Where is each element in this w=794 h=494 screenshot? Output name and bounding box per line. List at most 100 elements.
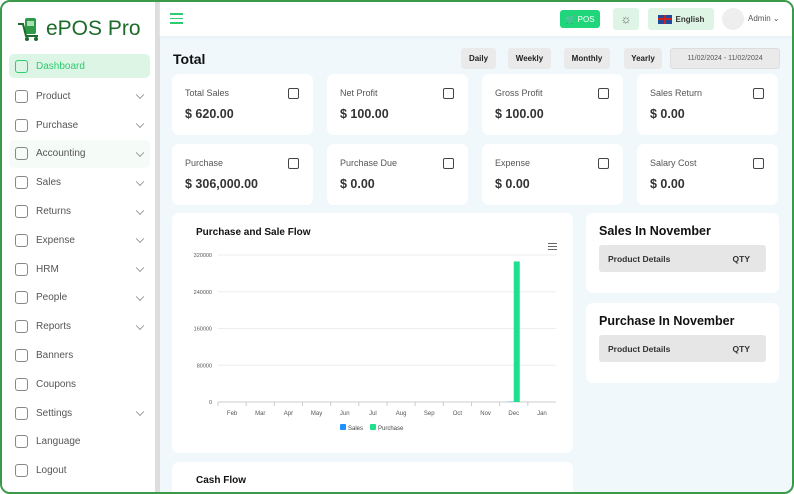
logout-icon: [15, 464, 28, 478]
x-tick-label: Jan: [537, 411, 547, 417]
globe-icon: [15, 435, 28, 449]
hrm-icon: [15, 262, 28, 276]
expense-icon: [15, 233, 28, 247]
chevron-down-icon: [135, 148, 145, 158]
sidebar-item-accounting[interactable]: Accounting: [9, 139, 150, 169]
stat-label: Gross Profit: [495, 88, 543, 98]
sidebar-item-label: People: [36, 292, 68, 304]
stat-card: Expense $ 0.00: [482, 144, 623, 205]
bar-purchase[interactable]: [513, 261, 520, 402]
panel-title: Sales In November: [599, 224, 711, 238]
topbar: 🛒 POS ☼ English Admin ⌄: [160, 2, 792, 36]
app-name: ePOS Pro: [46, 17, 141, 40]
sidebar-item-dashboard[interactable]: Dashboard: [9, 54, 150, 78]
sales-november-panel: Sales In November Product Details QTY: [586, 213, 779, 293]
stat-label: Total Sales: [185, 88, 230, 98]
stat-value: $ 0.00: [650, 107, 685, 121]
sidebar-item-returns[interactable]: Returns: [9, 197, 150, 226]
sidebar-item-reports[interactable]: Reports: [9, 312, 150, 341]
column-header: Product Details: [608, 253, 671, 264]
cart-icon: 🛒: [565, 14, 578, 24]
legend-label[interactable]: Purchase: [378, 426, 404, 432]
sidebar-item-label: Purchase: [36, 119, 79, 131]
sidebar-item-label: Returns: [36, 206, 72, 218]
legend-swatch: [340, 424, 346, 430]
y-tick-label: 0: [209, 400, 212, 406]
bar-chart: 0 80000 160000 240000 320000 Feb Mar Apr May Jun J…: [194, 253, 556, 432]
filter-weekly[interactable]: Weekly: [508, 48, 551, 69]
date-range-input[interactable]: 11/02/2024 - 11/02/2024: [670, 48, 780, 69]
sidebar-item-coupons[interactable]: Coupons: [9, 370, 150, 399]
chevron-down-icon: [135, 263, 145, 273]
stat-label: Purchase: [185, 158, 224, 168]
stat-label: Sales Return: [650, 88, 703, 98]
theme-toggle-button[interactable]: ☼: [613, 8, 639, 30]
sidebar-item-settings[interactable]: Settings: [9, 399, 150, 428]
coupons-icon: [15, 377, 28, 391]
sidebar-item-label: Expense: [36, 234, 75, 246]
table-header: Product Details QTY: [599, 245, 766, 272]
chevron-down-icon: ⌄: [772, 14, 780, 23]
language-select[interactable]: English: [648, 8, 714, 30]
purchase-icon: [15, 118, 28, 132]
chevron-down-icon: [135, 321, 145, 330]
filter-yearly[interactable]: Yearly: [624, 48, 662, 69]
sidebar-scrollbar[interactable]: [155, 2, 160, 492]
sidebar-item-logout[interactable]: Logout: [9, 456, 150, 485]
stat-card: Total Sales $ 620.00: [172, 74, 313, 135]
sidebar-item-sales[interactable]: Sales: [9, 168, 150, 197]
sidebar-item-hrm[interactable]: HRM: [9, 255, 150, 284]
money-bag-icon: [598, 88, 609, 99]
stat-label: Net Profit: [340, 88, 378, 98]
sidebar-item-label: Accounting: [36, 148, 86, 160]
menu-toggle-icon[interactable]: [170, 13, 183, 27]
chevron-down-icon: [135, 292, 145, 302]
sidebar-item-banners[interactable]: Banners: [9, 341, 150, 370]
filter-daily[interactable]: Daily: [461, 48, 496, 69]
sidebar-item-label: Product: [36, 90, 71, 102]
stat-card: Salary Cost $ 0.00: [637, 144, 778, 205]
x-tick-label: Jun: [340, 411, 350, 417]
chevron-down-icon: [135, 119, 145, 129]
x-tick-label: Dec: [508, 411, 519, 417]
stat-value: $ 100.00: [495, 107, 544, 121]
growth-icon: [443, 88, 454, 99]
avatar[interactable]: [722, 8, 744, 30]
stat-label: Purchase Due: [340, 158, 398, 168]
chevron-down-icon: [135, 234, 145, 244]
purchase-november-panel: Purchase In November Product Details QTY: [586, 303, 779, 383]
sidebar-item-people[interactable]: People: [9, 284, 150, 313]
stat-label: Expense: [495, 158, 531, 168]
sales-icon: [15, 176, 28, 190]
chart-title: Purchase and Sale Flow: [196, 227, 311, 238]
chart-menu-icon[interactable]: [548, 243, 557, 250]
sidebar-item-purchase[interactable]: Purchase: [9, 111, 150, 140]
sidebar-item-language[interactable]: Language: [9, 428, 150, 457]
returns-icon: [15, 205, 28, 219]
sidebar: ePOS Pro Dashboard Product Purchase Account…: [2, 2, 155, 492]
user-menu[interactable]: Admin ⌄: [748, 14, 780, 23]
stat-card: Net Profit $ 100.00: [327, 74, 468, 135]
y-tick-label: 80000: [197, 363, 212, 369]
sidebar-item-label: Reports: [36, 321, 72, 333]
stat-card: Sales Return $ 0.00: [637, 74, 778, 135]
people-icon: [15, 291, 28, 305]
y-tick-label: 240000: [194, 290, 212, 296]
page-title: Total: [173, 51, 206, 67]
stat-value: $ 620.00: [185, 107, 234, 121]
sidebar-item-expense[interactable]: Expense: [9, 226, 150, 255]
sidebar-item-label: Settings: [36, 407, 73, 419]
stat-card: Purchase Due $ 0.00: [327, 144, 468, 205]
expense-chart-icon: [598, 158, 609, 169]
filter-monthly[interactable]: Monthly: [564, 48, 610, 69]
sidebar-nav: Dashboard Product Purchase Accounting Sales R…: [9, 54, 150, 485]
legend-label[interactable]: Sales: [348, 426, 363, 432]
panel-title: Purchase In November: [599, 314, 735, 328]
chart-icon: [288, 88, 299, 99]
table-header: Product Details QTY: [599, 335, 766, 362]
chevron-down-icon: [135, 407, 145, 417]
sidebar-item-product[interactable]: Product: [9, 82, 150, 111]
panel-title: Cash Flow: [196, 475, 247, 486]
x-tick-label: Nov: [480, 411, 491, 417]
pos-button[interactable]: 🛒 POS: [560, 10, 600, 28]
